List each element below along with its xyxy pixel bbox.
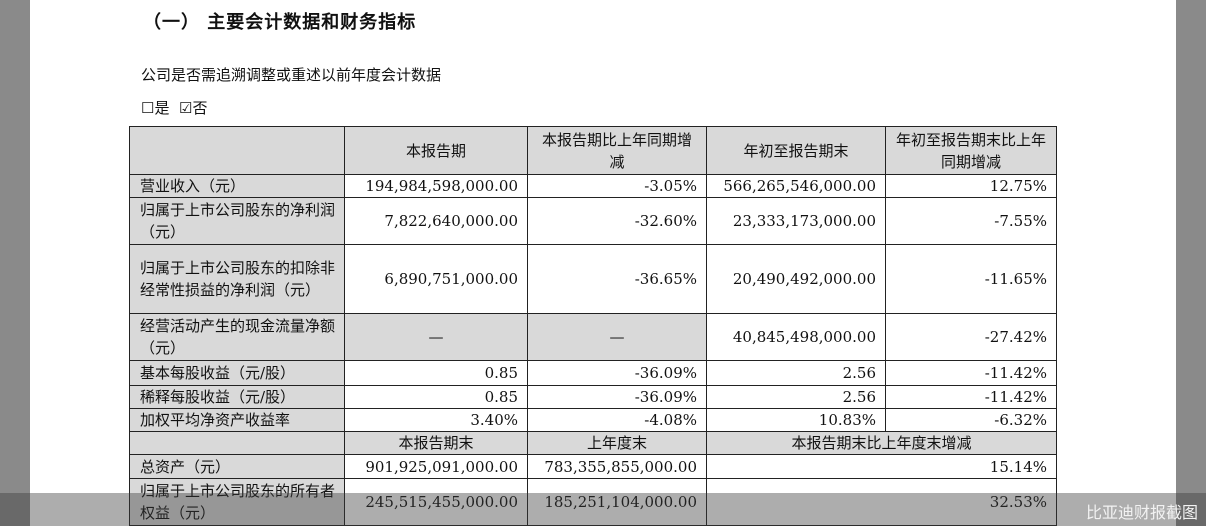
value-cell: 0.85: [344, 385, 528, 409]
header-cell: 本报告期末比上年度末增减: [706, 431, 1057, 455]
row-label: 归属于上市公司股东的所有者权益（元）: [129, 478, 345, 526]
value-cell: -32.60%: [527, 197, 707, 245]
value-cell: 3.40%: [344, 408, 528, 432]
header-cell: 上年度末: [527, 431, 707, 455]
row-label: 经营活动产生的现金流量净额（元）: [129, 313, 345, 361]
header-cell: 本报告期: [344, 126, 528, 175]
row-label: 归属于上市公司股东的扣除非经常性损益的净利润（元）: [129, 244, 345, 314]
restatement-options: ☐是 ☑否: [141, 97, 207, 118]
row-label: 加权平均净资产收益率: [129, 408, 345, 432]
value-cell: -6.32%: [885, 408, 1057, 432]
table-header-row: 本报告期 本报告期比上年同期增减 年初至报告期末 年初至报告期末比上年同期增减: [129, 126, 1057, 175]
row-label: 营业收入（元）: [129, 174, 345, 198]
value-cell: 23,333,173,000.00: [706, 197, 886, 245]
value-cell: 32.53%: [706, 478, 1057, 526]
value-cell: 185,251,104,000.00: [527, 478, 707, 526]
row-label: 基本每股收益（元/股）: [129, 360, 345, 386]
value-cell: 20,490,492,000.00: [706, 244, 886, 314]
value-cell: 2.56: [706, 360, 886, 386]
value-cell: -36.09%: [527, 360, 707, 386]
watermark-text: 比亚迪财报截图: [1085, 503, 1198, 522]
option-no: ☑否: [179, 99, 208, 117]
value-cell: -11.42%: [885, 385, 1057, 409]
value-cell: 566,265,546,000.00: [706, 174, 886, 198]
row-label: 归属于上市公司股东的净利润（元）: [129, 197, 345, 245]
header-cell: 年初至报告期末: [706, 126, 886, 175]
value-cell: -7.55%: [885, 197, 1057, 245]
header-cell: 本报告期末: [344, 431, 528, 455]
restatement-question: 公司是否需追溯调整或重述以前年度会计数据: [141, 66, 442, 84]
option-yes: ☐是: [141, 99, 170, 117]
financial-data-table: 本报告期 本报告期比上年同期增减 年初至报告期末 年初至报告期末比上年同期增减 …: [129, 126, 1057, 526]
value-cell: -36.65%: [527, 244, 707, 314]
value-cell: —: [527, 313, 707, 361]
value-cell: 0.85: [344, 360, 528, 386]
row-label: 稀释每股收益（元/股）: [129, 385, 345, 409]
row-label: 总资产（元）: [129, 454, 345, 479]
header-cell: 本报告期比上年同期增减: [527, 126, 707, 175]
value-cell: 2.56: [706, 385, 886, 409]
header-cell: [129, 126, 345, 175]
value-cell: 40,845,498,000.00: [706, 313, 886, 361]
value-cell: -3.05%: [527, 174, 707, 198]
value-cell: -4.08%: [527, 408, 707, 432]
table-row: 加权平均净资产收益率 3.40% -4.08% 10.83% -6.32%: [129, 408, 1057, 432]
value-cell: 194,984,598,000.00: [344, 174, 528, 198]
table-row: 总资产（元） 901,925,091,000.00 783,355,855,000.…: [129, 454, 1057, 479]
table-subheader-row: 本报告期末 上年度末 本报告期末比上年度末增减: [129, 431, 1057, 455]
value-cell: 783,355,855,000.00: [527, 454, 707, 479]
value-cell: 10.83%: [706, 408, 886, 432]
table-row: 稀释每股收益（元/股） 0.85 -36.09% 2.56 -11.42%: [129, 385, 1057, 409]
value-cell: -36.09%: [527, 385, 707, 409]
value-cell: 7,822,640,000.00: [344, 197, 528, 245]
table-row: 归属于上市公司股东的所有者权益（元） 245,515,455,000.00 185,…: [129, 478, 1057, 526]
header-cell: [129, 431, 345, 455]
value-cell: -11.42%: [885, 360, 1057, 386]
value-cell: -27.42%: [885, 313, 1057, 361]
table-row: 营业收入（元） 194,984,598,000.00 -3.05% 566,265,5…: [129, 174, 1057, 198]
value-cell: 15.14%: [706, 454, 1057, 479]
section-title: （一） 主要会计数据和财务指标: [143, 12, 417, 33]
value-cell: 6,890,751,000.00: [344, 244, 528, 314]
table-row: 经营活动产生的现金流量净额（元） — —40,845,498,000.00 -27.4…: [129, 313, 1057, 361]
value-cell: 901,925,091,000.00: [344, 454, 528, 479]
watermark-bar: [0, 493, 1206, 526]
value-cell: —: [344, 313, 528, 361]
table-row: 归属于上市公司股东的净利润（元） 7,822,640,000.00 -32.60% 2…: [129, 197, 1057, 245]
page-margin-right: [1176, 0, 1206, 526]
page-margin-left: [0, 0, 30, 526]
value-cell: -11.65%: [885, 244, 1057, 314]
table-row: 归属于上市公司股东的扣除非经常性损益的净利润（元） 6,890,751,000.0…: [129, 244, 1057, 314]
value-cell: 12.75%: [885, 174, 1057, 198]
header-cell: 年初至报告期末比上年同期增减: [885, 126, 1057, 175]
table-row: 基本每股收益（元/股） 0.85 -36.09% 2.56 -11.42%: [129, 360, 1057, 386]
